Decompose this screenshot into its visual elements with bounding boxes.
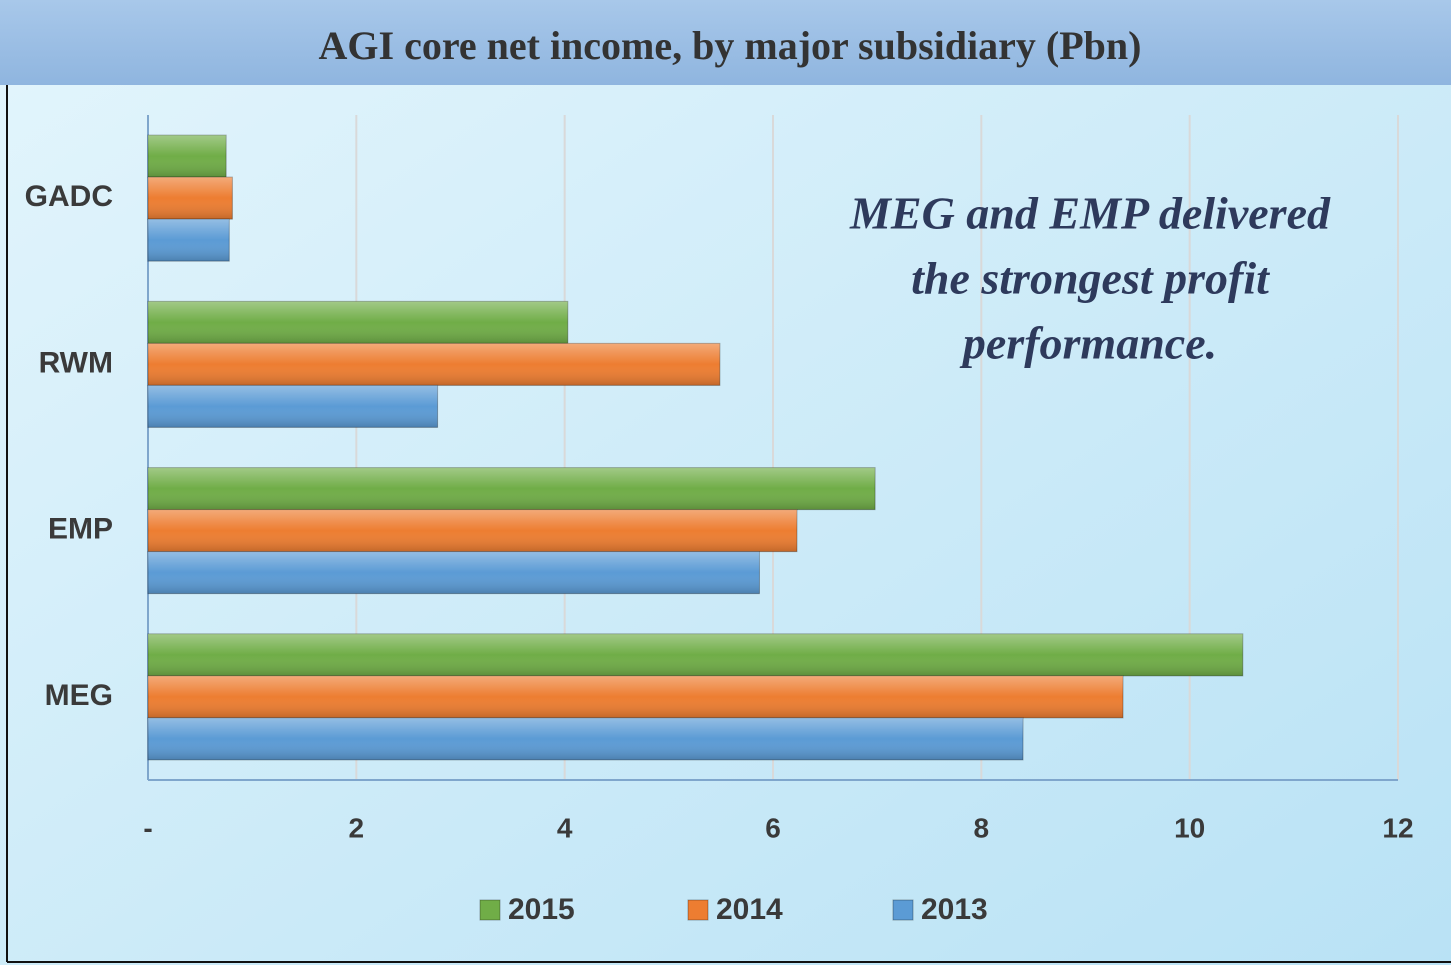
legend-label: 2015 [508, 893, 575, 926]
y-tick-label: MEG [45, 679, 113, 712]
bar-shine [148, 385, 438, 428]
legend-label: 2013 [921, 893, 988, 926]
bar-shine [148, 675, 1123, 718]
bar-shine [148, 177, 233, 220]
bar-shine [148, 343, 720, 386]
bar-shine [148, 717, 1023, 760]
legend-swatch [479, 899, 501, 921]
legend-label: 2014 [716, 893, 783, 926]
chart-title: AGI core net income, by major subsidiary… [319, 23, 1142, 68]
bar-shine [148, 219, 230, 262]
annotation: performance. [959, 318, 1217, 369]
y-tick-label: EMP [48, 513, 113, 546]
x-tick-label: 2 [349, 812, 365, 843]
bar-shine [148, 135, 227, 178]
y-tick-label: RWM [39, 346, 113, 379]
title-bar [0, 0, 1451, 85]
legend-swatch [892, 899, 914, 921]
x-tick-label: 4 [557, 812, 573, 843]
legend-swatch [687, 899, 709, 921]
bar-shine [148, 551, 760, 594]
x-tick-label: 6 [765, 812, 781, 843]
x-tick-label: - [143, 812, 152, 843]
x-tick-label: 8 [974, 812, 990, 843]
y-tick-label: GADC [25, 180, 113, 213]
bar-shine [148, 301, 568, 344]
x-tick-label: 10 [1174, 812, 1205, 843]
annotation: the strongest profit [911, 253, 1270, 304]
x-tick-label: 12 [1382, 812, 1413, 843]
bar-shine [148, 633, 1243, 676]
bar-shine [148, 509, 797, 552]
bar-shine [148, 467, 876, 510]
annotation: MEG and EMP delivered [849, 188, 1331, 239]
